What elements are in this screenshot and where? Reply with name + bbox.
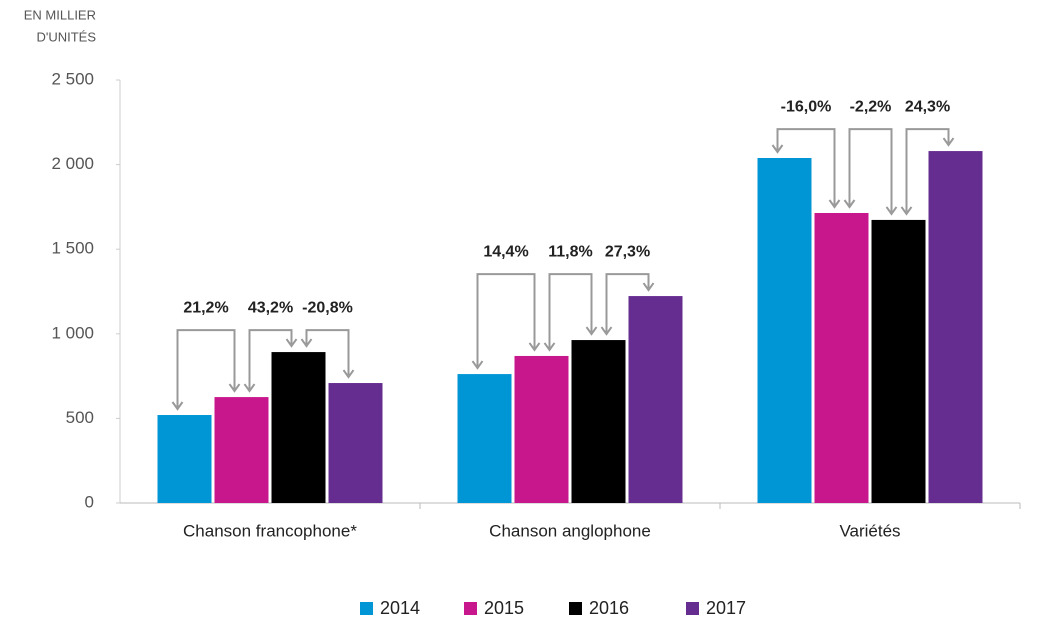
y-axis-label: D'UNITÉS bbox=[36, 29, 96, 44]
connector bbox=[248, 329, 293, 390]
legend-swatch bbox=[569, 602, 582, 615]
arrow-head bbox=[300, 338, 313, 348]
bar bbox=[871, 219, 926, 503]
bar bbox=[757, 158, 812, 503]
y-tick-label: 0 bbox=[85, 492, 94, 511]
legend-label: 2017 bbox=[706, 598, 746, 618]
legend-label: 2014 bbox=[380, 598, 420, 618]
arrow-head bbox=[171, 401, 184, 411]
bar bbox=[457, 374, 512, 503]
y-axis-label: EN MILLIER bbox=[24, 7, 96, 22]
arrow-head bbox=[828, 199, 841, 209]
change-label: 43,2% bbox=[248, 299, 293, 316]
x-tick-label: Variétés bbox=[839, 521, 900, 540]
x-tick-label: Chanson francophone* bbox=[183, 521, 357, 540]
arrow-head bbox=[471, 360, 484, 370]
arrow-head bbox=[843, 199, 856, 209]
change-label: 24,3% bbox=[905, 98, 950, 115]
arrow-head bbox=[543, 342, 556, 352]
connector bbox=[848, 128, 893, 212]
bar bbox=[514, 355, 569, 503]
change-label: 14,4% bbox=[483, 243, 528, 260]
connector bbox=[305, 329, 350, 376]
change-label: -16,0% bbox=[781, 98, 832, 115]
y-tick-label: 2 500 bbox=[51, 69, 94, 88]
arrow-head bbox=[600, 326, 613, 336]
y-tick-label: 2 000 bbox=[51, 154, 94, 173]
legend-label: 2015 bbox=[484, 598, 524, 618]
change-label: 27,3% bbox=[605, 243, 650, 260]
arrow-head bbox=[942, 137, 955, 147]
arrow-head bbox=[228, 383, 241, 393]
connector bbox=[605, 273, 650, 333]
bar bbox=[157, 415, 212, 503]
legend-swatch bbox=[464, 602, 477, 615]
change-label: -20,8% bbox=[302, 299, 353, 316]
change-label: 21,2% bbox=[183, 299, 228, 316]
arrow-head bbox=[528, 342, 541, 352]
bar bbox=[328, 383, 383, 503]
bar bbox=[571, 340, 626, 503]
change-label: -2,2% bbox=[850, 98, 892, 115]
arrow-head bbox=[900, 206, 913, 216]
arrow-head bbox=[585, 326, 598, 336]
arrow-head bbox=[642, 282, 655, 292]
bar bbox=[214, 397, 269, 503]
y-tick-label: 1 500 bbox=[51, 239, 94, 258]
x-tick-label: Chanson anglophone bbox=[489, 521, 651, 540]
bar bbox=[628, 296, 683, 503]
y-tick-label: 500 bbox=[66, 408, 94, 427]
legend-swatch bbox=[360, 602, 373, 615]
connector bbox=[476, 273, 536, 367]
connector bbox=[776, 128, 836, 205]
legend-label: 2016 bbox=[589, 598, 629, 618]
connector bbox=[548, 273, 593, 348]
connector bbox=[176, 329, 236, 408]
y-tick-label: 1 000 bbox=[51, 323, 94, 342]
arrow-head bbox=[285, 338, 298, 348]
arrow-head bbox=[342, 369, 355, 379]
bar bbox=[814, 212, 869, 503]
bar bbox=[928, 151, 983, 503]
change-label: 11,8% bbox=[548, 243, 592, 260]
bar bbox=[271, 352, 326, 503]
arrow-head bbox=[243, 383, 256, 393]
arrow-head bbox=[771, 144, 784, 154]
legend-swatch bbox=[686, 602, 699, 615]
arrow-head bbox=[885, 206, 898, 216]
connector bbox=[905, 128, 950, 212]
